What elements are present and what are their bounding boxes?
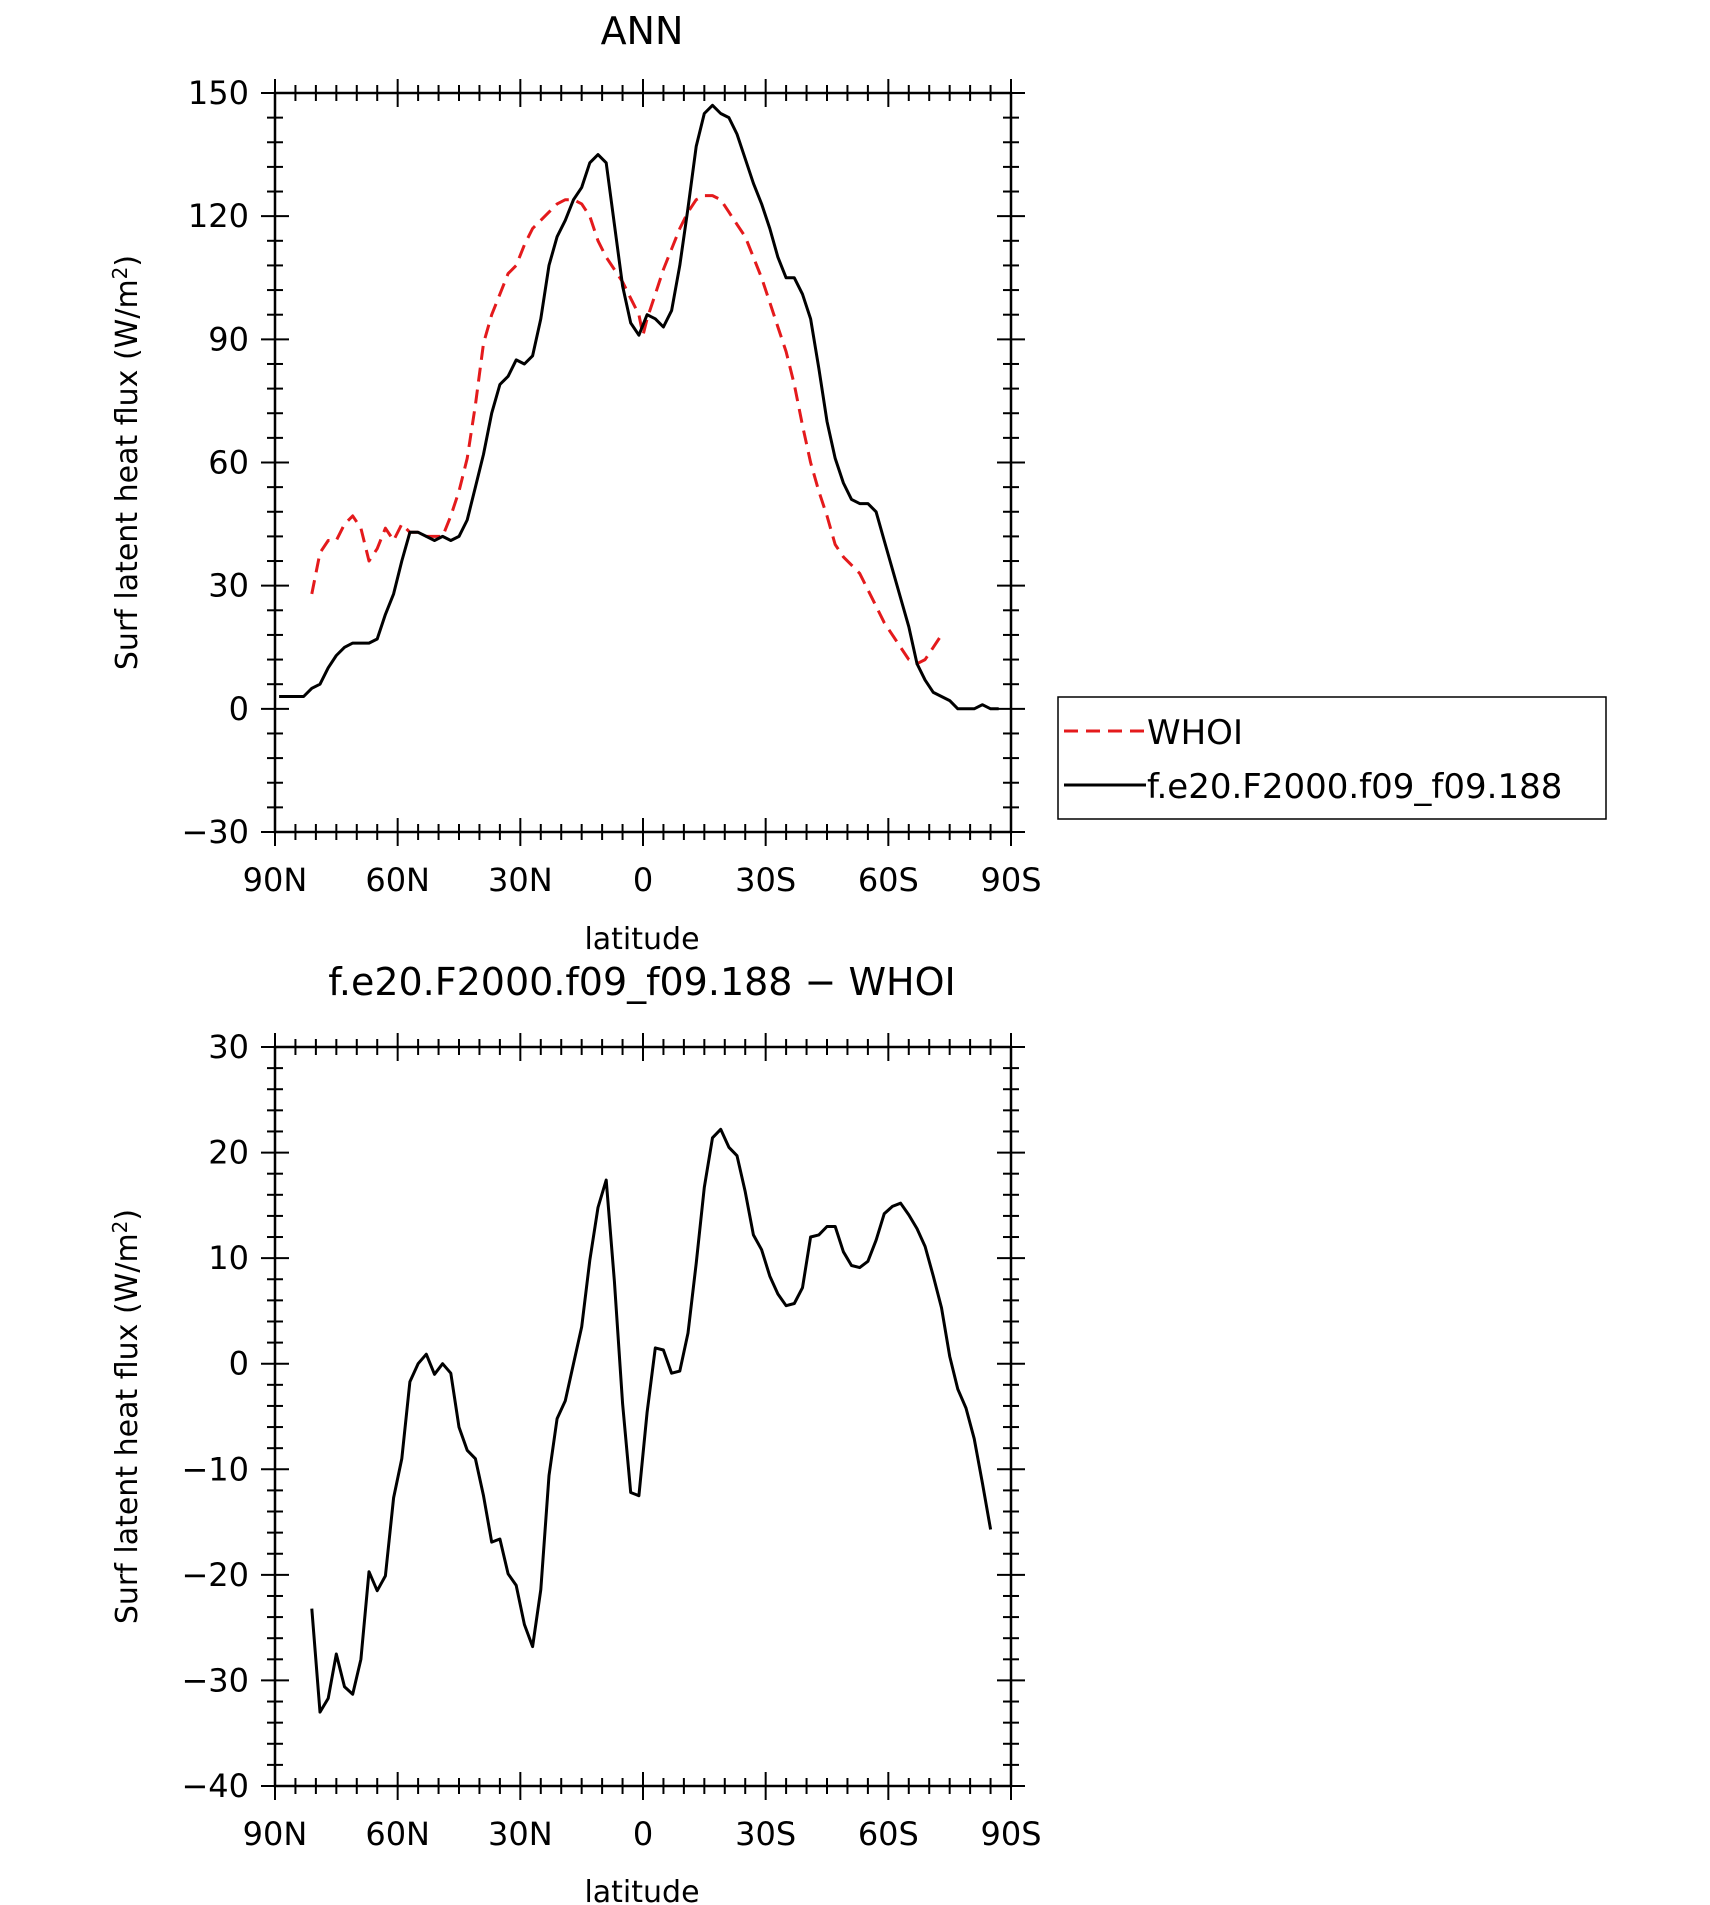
- y-axis-label: Surf latent heat flux (W/m2): [108, 255, 145, 670]
- x-tick-label: 60S: [858, 1815, 919, 1853]
- y-axis-label-end: ): [110, 255, 145, 267]
- series-line-1: [279, 103, 999, 711]
- x-tick-label: 60N: [365, 861, 430, 899]
- plot-lines: [310, 1127, 993, 1714]
- axis-ticks: [261, 79, 1025, 846]
- x-tick-labels: 90N 60N 30N 0 30S 60S 90S: [243, 861, 1042, 899]
- series-line-0: [310, 194, 943, 666]
- y-tick-label: 0: [229, 690, 249, 728]
- legend-label-whoi: WHOI: [1147, 713, 1243, 753]
- x-tick-label: 30N: [488, 1815, 553, 1853]
- y-tick-label: −40: [181, 1767, 249, 1805]
- y-tick-label: −10: [181, 1450, 249, 1488]
- legend-box: [1057, 696, 1607, 820]
- y-axis-label-superscript: 2: [108, 267, 132, 280]
- plot-lines: [279, 103, 999, 711]
- y-tick-label: −30: [181, 813, 249, 851]
- x-tick-label: 90N: [243, 1815, 308, 1853]
- x-tick-labels: 90N 60N 30N 0 30S 60S 90S: [243, 1815, 1042, 1853]
- x-tick-label: 30N: [488, 861, 553, 899]
- x-tick-label: 90S: [980, 1815, 1041, 1853]
- y-tick-label: −20: [181, 1556, 249, 1594]
- x-tick-label: 90N: [243, 861, 308, 899]
- y-tick-label: 150: [188, 74, 249, 112]
- y-tick-label: 10: [208, 1239, 249, 1277]
- x-tick-label: 0: [633, 861, 653, 899]
- chart-title: ANN: [601, 9, 684, 53]
- y-tick-label: 30: [208, 567, 249, 605]
- y-tick-label: 0: [229, 1345, 249, 1383]
- legend: WHOI f.e20.F2000.f09_f09.188: [1057, 696, 1607, 820]
- y-axis-label-main: Surf latent heat flux (W/m: [110, 279, 145, 670]
- axis-ticks: [261, 1033, 1025, 1800]
- x-axis-label: latitude: [584, 922, 699, 957]
- x-tick-label: 60S: [858, 861, 919, 899]
- y-tick-label: 60: [208, 444, 249, 482]
- y-tick-labels: −30 0 30 60 90 120 150: [181, 74, 249, 851]
- y-axis-label-main: Surf latent heat flux (W/m: [110, 1233, 145, 1624]
- x-tick-label: 60N: [365, 1815, 430, 1853]
- y-tick-labels: −40 −30 −20 −10 0 10 20 30: [181, 1028, 249, 1805]
- legend-label-model: f.e20.F2000.f09_f09.188: [1147, 767, 1562, 807]
- plot-frame: [273, 1045, 1013, 1788]
- x-tick-label: 0: [633, 1815, 653, 1853]
- x-tick-label: 90S: [980, 861, 1041, 899]
- y-tick-label: 120: [188, 197, 249, 235]
- y-tick-label: −30: [181, 1661, 249, 1699]
- x-tick-label: 30S: [735, 861, 796, 899]
- panel-difference: f.e20.F2000.f09_f09.188 − WHOI 90N 60N 30N…: [108, 960, 1042, 1905]
- panel-annual-mean: ANN 90N 60N 30N 0 30S 60S 90S −30 0 30 60 90 120 150…: [108, 9, 1607, 957]
- plot-frame: [273, 91, 1013, 834]
- chart-title: f.e20.F2000.f09_f09.188 − WHOI: [328, 960, 955, 1004]
- x-axis-label: latitude: [584, 1875, 699, 1905]
- x-tick-label: 30S: [735, 1815, 796, 1853]
- y-axis-label-superscript: 2: [108, 1221, 132, 1234]
- y-axis-label: Surf latent heat flux (W/m2): [108, 1209, 145, 1624]
- difference-line: [310, 1127, 993, 1714]
- y-tick-label: 90: [208, 320, 249, 358]
- y-tick-label: 30: [208, 1028, 249, 1066]
- y-axis-label-end: ): [110, 1209, 145, 1221]
- y-tick-label: 20: [208, 1134, 249, 1172]
